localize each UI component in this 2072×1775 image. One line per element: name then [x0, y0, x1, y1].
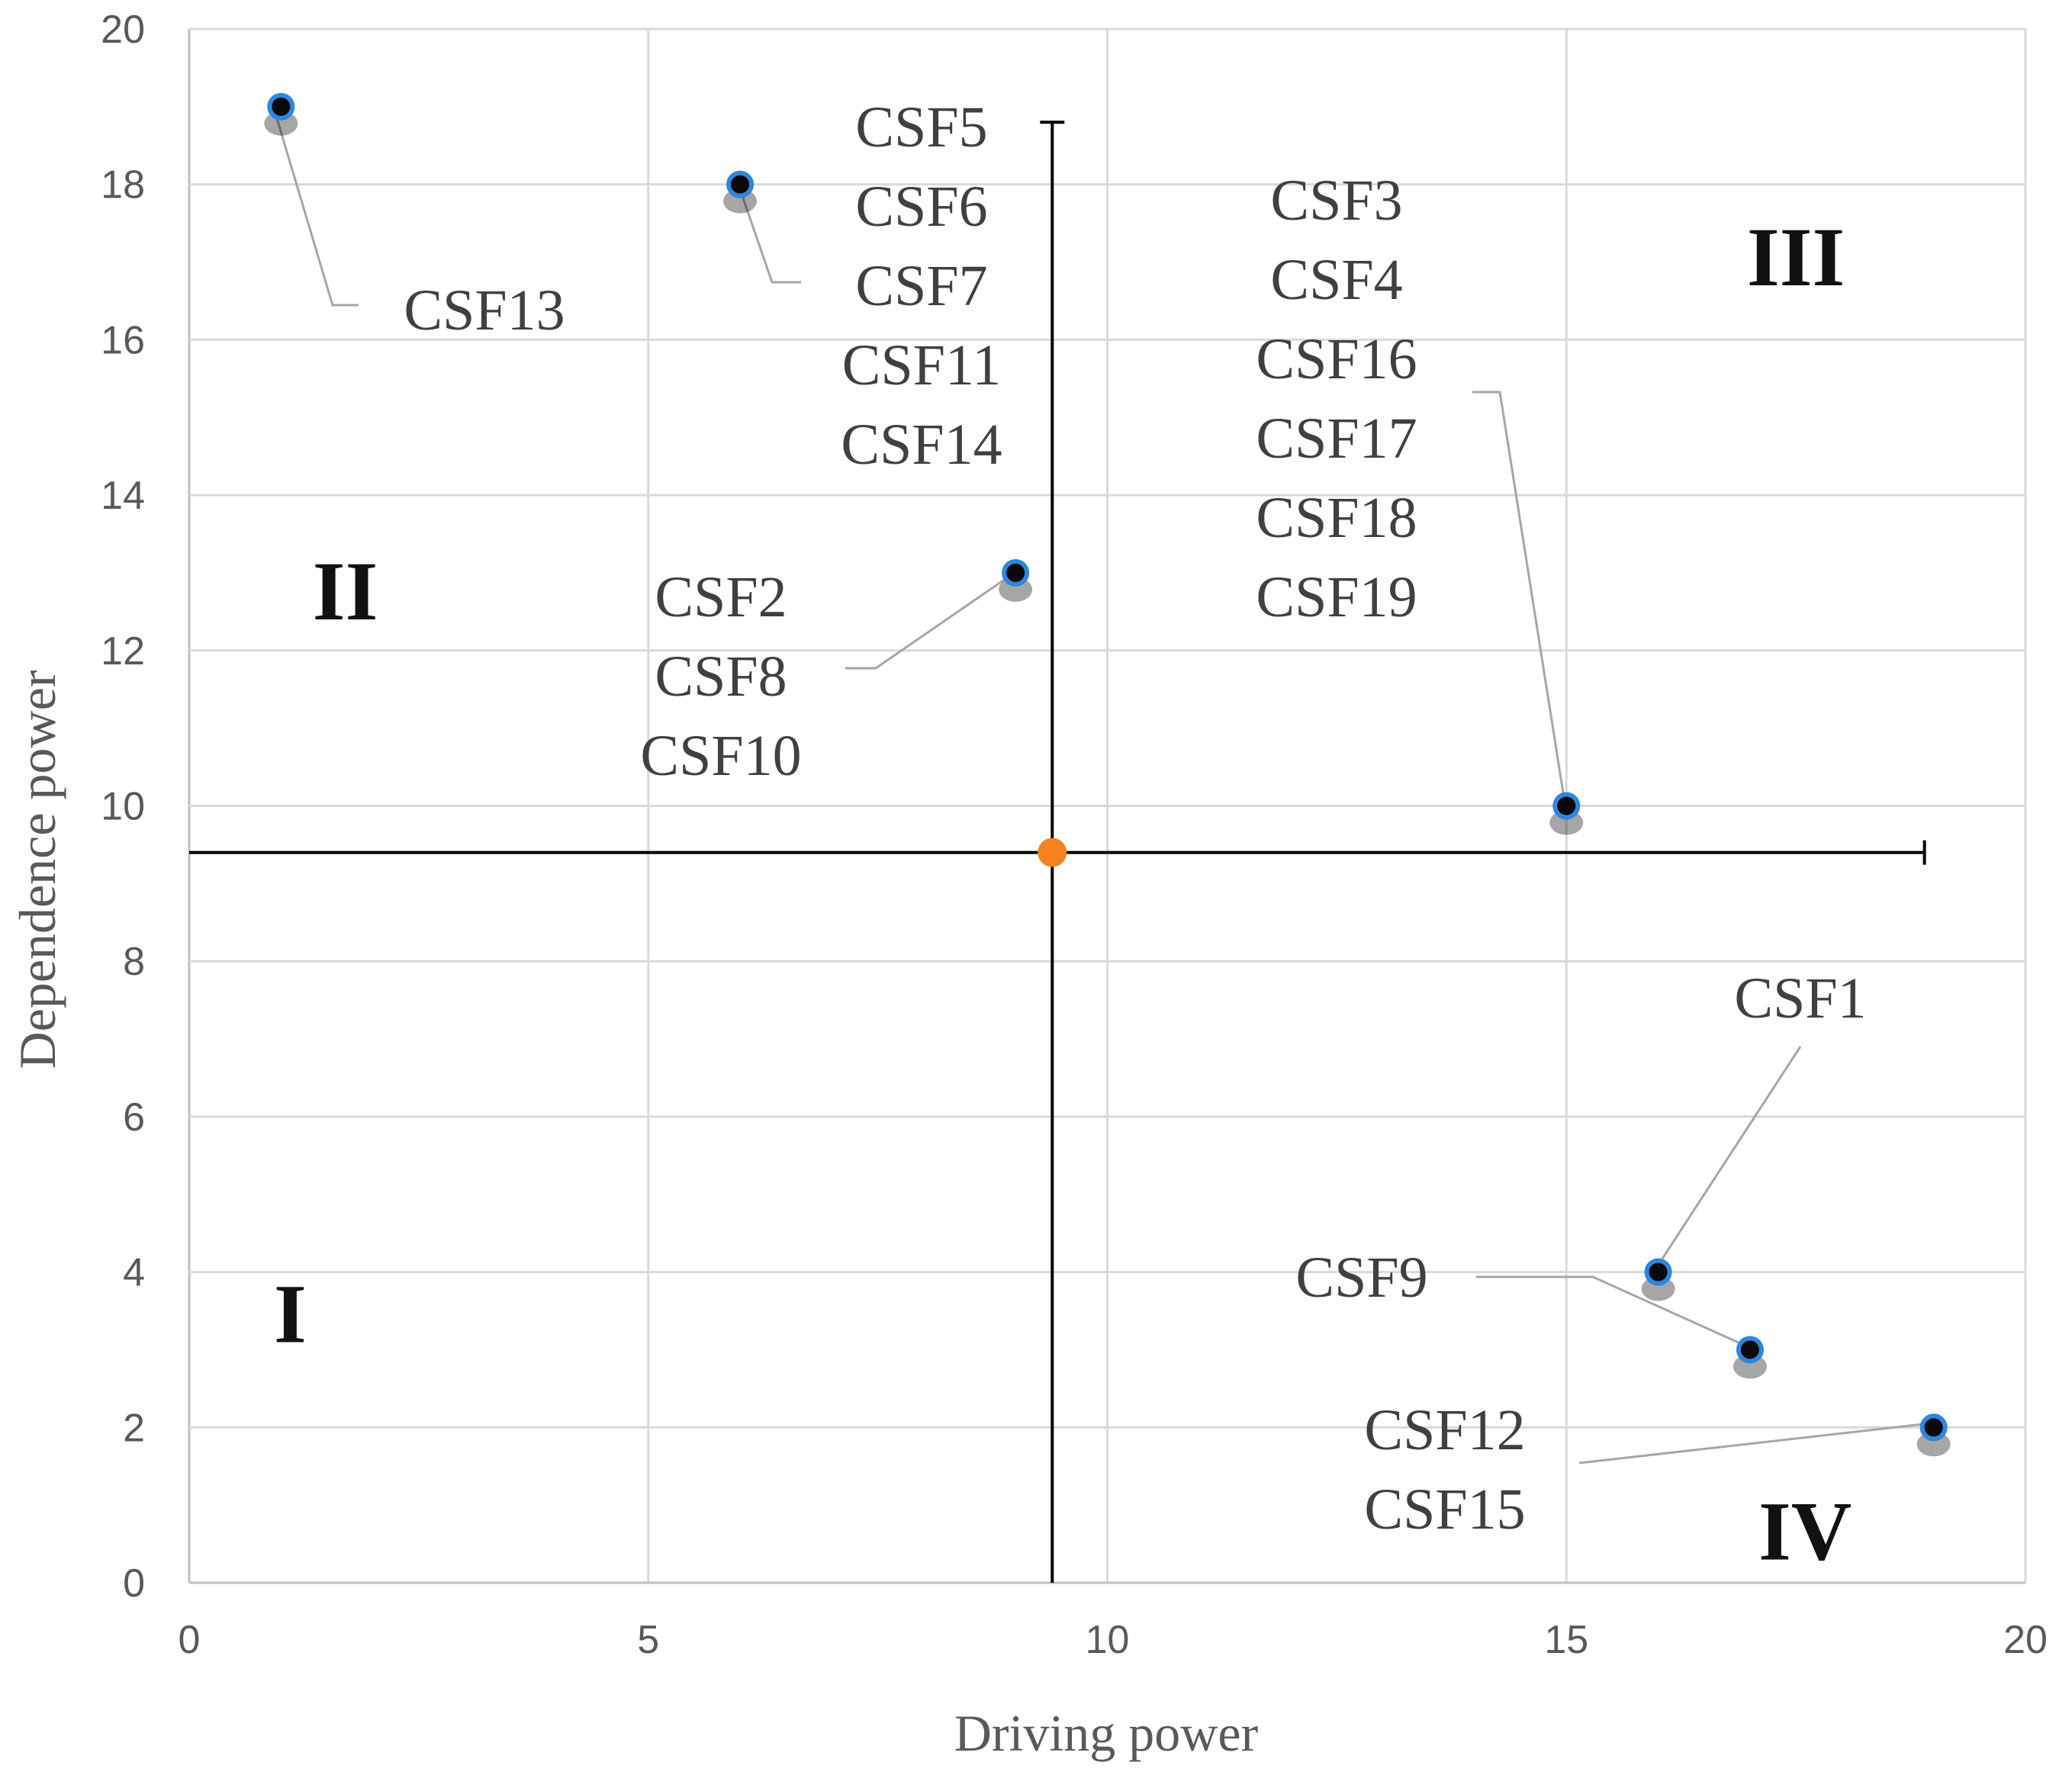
point-label: CSF19 [1256, 565, 1417, 629]
point-label: CSF5 [855, 95, 987, 159]
point-label: CSF12 [1364, 1398, 1525, 1462]
y-tick-label: 0 [123, 1561, 145, 1606]
quadrant-label: I [274, 1267, 307, 1360]
data-point [1002, 558, 1030, 587]
leader-line [738, 188, 801, 284]
y-tick-label: 14 [101, 474, 145, 518]
point-label: CSF6 [855, 175, 987, 239]
x-tick-label: 15 [1544, 1618, 1588, 1662]
leader-line [275, 115, 359, 307]
data-point [1736, 1336, 1764, 1364]
leader-line [845, 572, 1014, 670]
point-label: CSF4 [1270, 248, 1402, 312]
point-label: CSF10 [640, 724, 801, 788]
data-point [1919, 1413, 1948, 1442]
x-tick-label: 20 [2003, 1618, 2048, 1662]
grid-lines [188, 27, 2027, 1584]
point-label: CSF15 [1364, 1478, 1525, 1542]
data-points [264, 92, 1951, 1457]
point-label: CSF7 [855, 254, 987, 318]
x-tick-label: 5 [637, 1618, 659, 1662]
y-tick-label: 10 [101, 785, 145, 829]
y-tick-label: 20 [101, 8, 145, 52]
point-label: CSF2 [655, 565, 787, 629]
x-tick-label: 0 [179, 1618, 201, 1662]
y-tick-label: 8 [123, 940, 145, 984]
x-axis-title: Driving power [954, 1704, 1259, 1762]
point-labels: CSF13 CSF5 CSF6 CSF7 CSF11 CSF14 CSF2 CSF8 CSF10… [404, 95, 1866, 1542]
leader-line [1476, 1275, 1749, 1349]
point-label: CSF17 [1256, 407, 1417, 471]
quadrant-label: III [1747, 211, 1845, 304]
point-label: CSF18 [1256, 486, 1417, 550]
y-tick-label: 12 [101, 629, 145, 674]
y-tick-label: 6 [123, 1095, 145, 1140]
axis-tick-labels: 0 5 10 15 20 0 2 4 6 8 10 12 14 16 18 20 [101, 8, 2048, 1662]
y-tick-label: 2 [123, 1406, 145, 1450]
y-tick-label: 16 [101, 318, 145, 362]
y-tick-label: 18 [101, 163, 145, 207]
point-label: CSF11 [842, 333, 1001, 397]
point-label: CSF14 [841, 413, 1002, 477]
leader-line [1654, 1046, 1802, 1270]
point-label: CSF3 [1270, 169, 1402, 233]
label-leader-lines [275, 115, 1931, 1465]
leader-line [1578, 1422, 1931, 1465]
point-label: CSF13 [404, 278, 565, 342]
quadrant-label: II [313, 545, 378, 638]
center-point [1038, 838, 1067, 867]
data-point [1552, 792, 1581, 820]
x-tick-label: 10 [1086, 1618, 1130, 1662]
data-point [726, 170, 754, 198]
quadrant-dividers [189, 121, 1926, 1583]
point-label: CSF9 [1295, 1246, 1427, 1310]
data-point [267, 92, 295, 121]
point-label: CSF16 [1256, 327, 1417, 391]
leader-line [1472, 391, 1566, 803]
quadrant-label: IV [1758, 1484, 1852, 1577]
data-point [1644, 1258, 1672, 1286]
y-axis-title: Dependence power [8, 670, 66, 1069]
point-label: CSF1 [1734, 966, 1866, 1031]
y-tick-label: 4 [123, 1251, 145, 1295]
point-label: CSF8 [655, 645, 787, 709]
